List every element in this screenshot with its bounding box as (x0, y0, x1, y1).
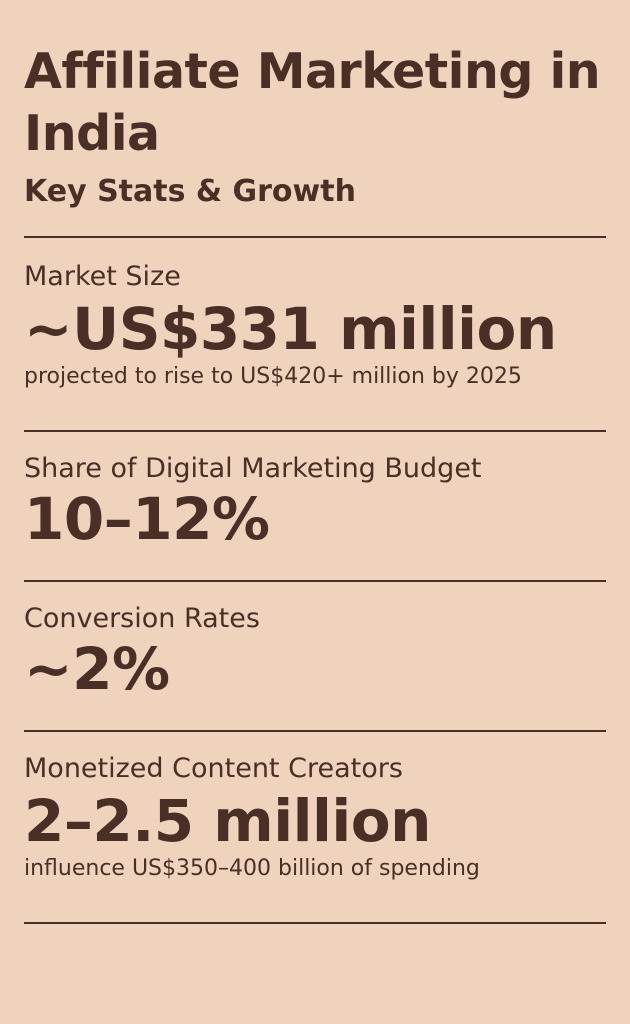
stat-label: Market Size (24, 261, 181, 292)
stat-digital-budget-share: Share of Digital Marketing Budget 10–12% (24, 432, 606, 580)
stat-value: 10–12% (24, 485, 270, 553)
stat-value: ~2% (24, 635, 170, 703)
divider (24, 922, 606, 924)
stat-label: Monetized Content Creators (24, 753, 403, 784)
stat-value: 2–2.5 million (24, 787, 431, 855)
stat-market-size: Market Size ~US$331 million projected to… (24, 238, 606, 430)
stat-value: ~US$331 million (24, 295, 557, 363)
stat-note: projected to rise to US$420+ million by … (24, 364, 522, 389)
stat-label: Share of Digital Marketing Budget (24, 453, 482, 484)
divider (24, 236, 606, 238)
divider (24, 730, 606, 732)
divider (24, 430, 606, 432)
page-title: Affiliate Marketing in India (24, 43, 601, 162)
stat-content-creators: Monetized Content Creators 2–2.5 million… (24, 732, 606, 922)
divider (24, 580, 606, 582)
stat-label: Conversion Rates (24, 603, 260, 634)
page-subtitle: Key Stats & Growth (24, 174, 356, 209)
stat-note: influence US$350–400 billion of spending (24, 856, 480, 881)
stat-conversion-rates: Conversion Rates ~2% (24, 582, 606, 730)
